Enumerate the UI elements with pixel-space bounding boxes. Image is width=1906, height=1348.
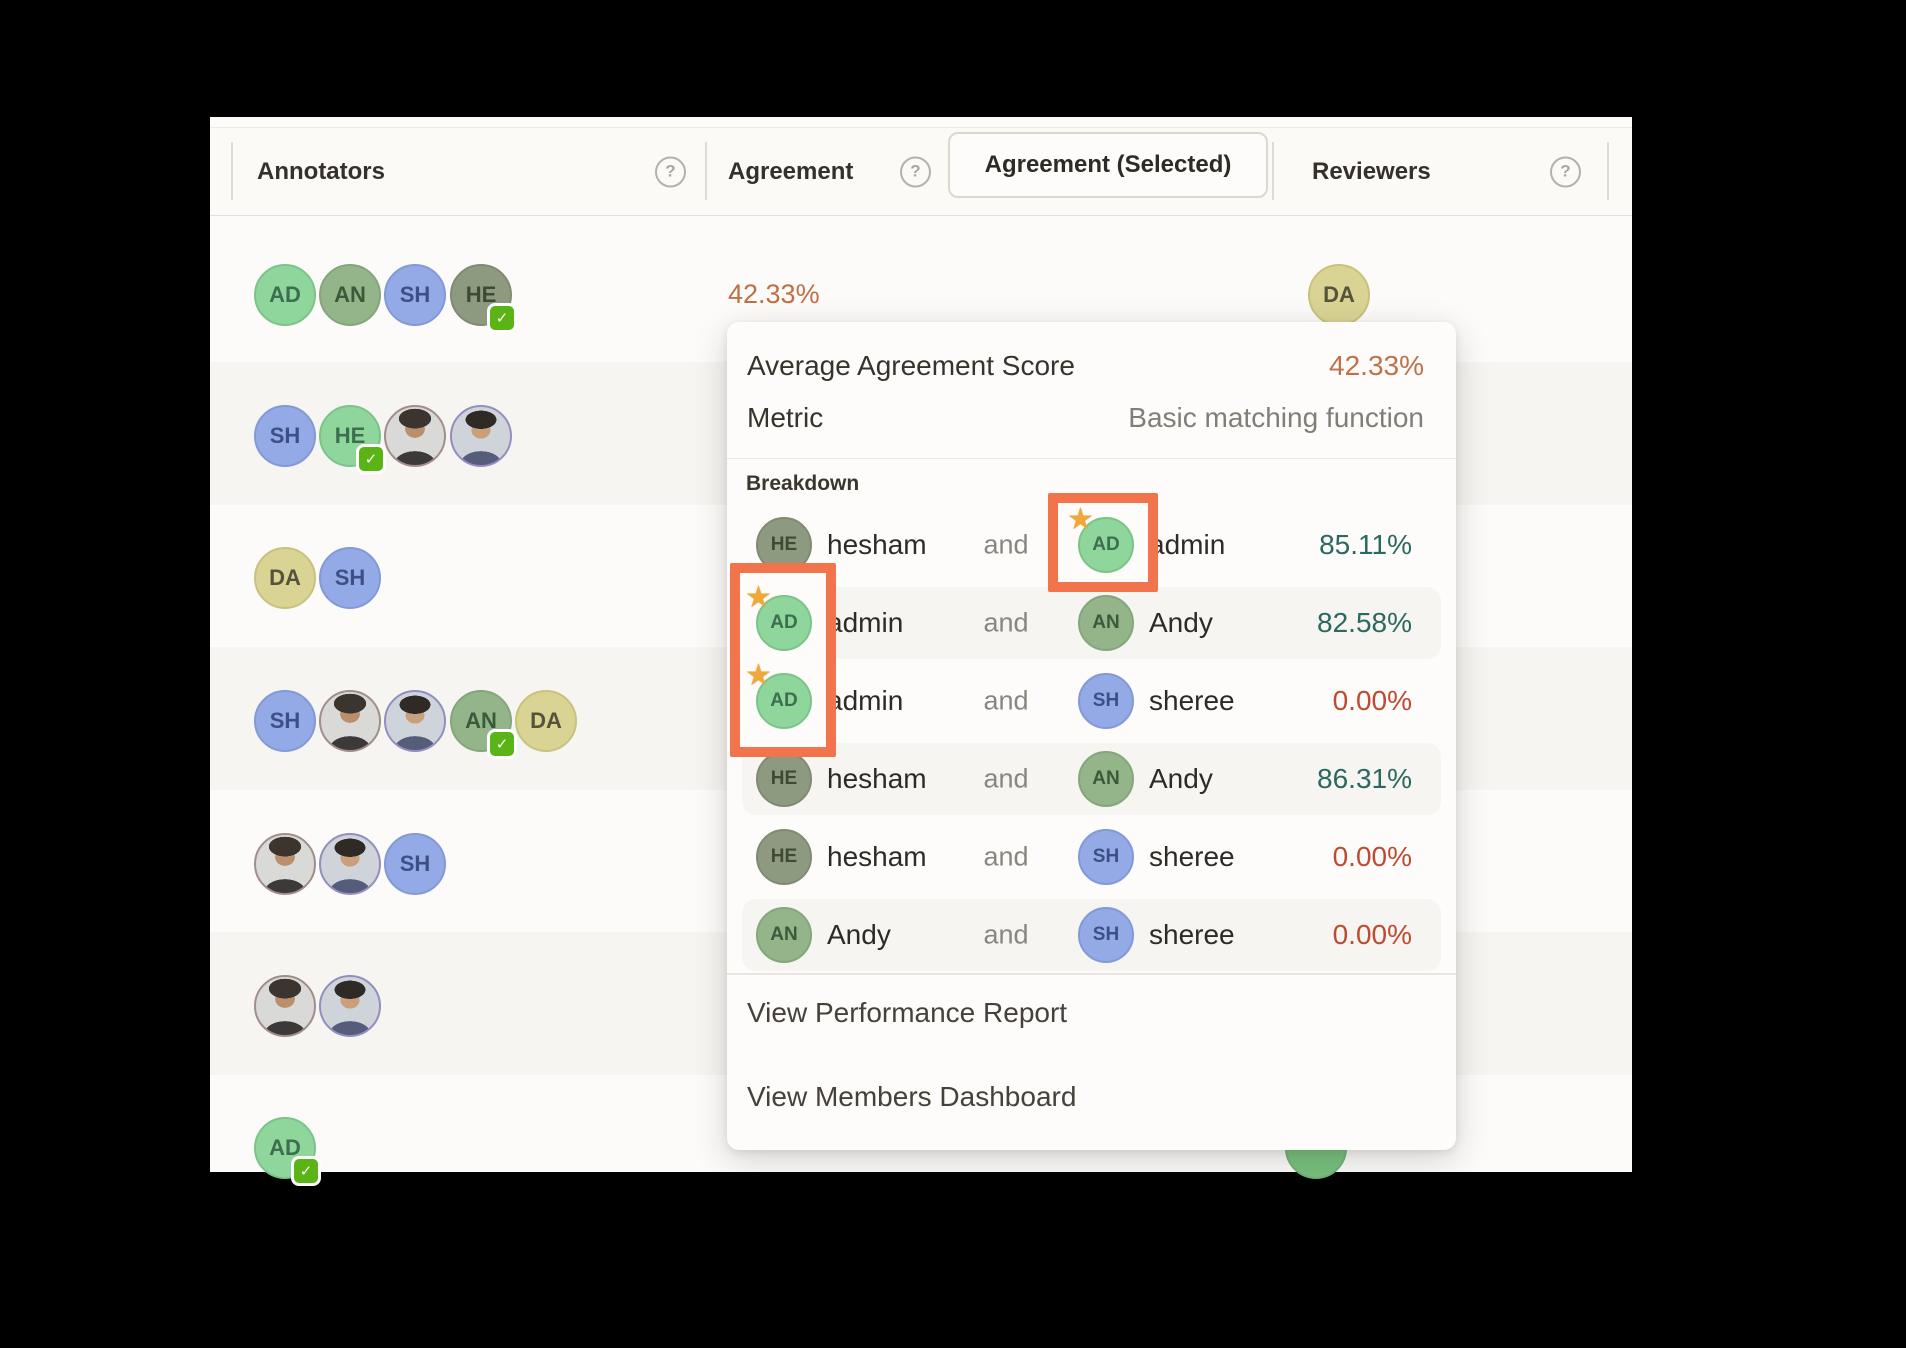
- member-name: Andy: [1149, 763, 1213, 794]
- member-name: admin: [827, 685, 904, 716]
- help-icon[interactable]: ?: [900, 156, 931, 187]
- divider: [727, 458, 1456, 459]
- column-divider: [231, 142, 233, 200]
- member-name: admin: [827, 607, 904, 638]
- verified-check-icon: ✓: [487, 303, 517, 333]
- pair-score: 82.58%: [1317, 607, 1412, 638]
- member-name: hesham: [827, 763, 927, 794]
- breakdown-row: AD ★ admin and SH sheree 0.00%: [727, 659, 1456, 740]
- conjunction: and: [983, 841, 1029, 872]
- metric-value: Basic matching function: [1128, 402, 1424, 433]
- avatar[interactable]: AN ✓: [450, 690, 517, 759]
- average-score-value: 42.33%: [1329, 350, 1424, 381]
- avatar[interactable]: AD: [254, 264, 316, 326]
- member-name: hesham: [827, 529, 927, 560]
- table-row: AD AN SH HE ✓ 42.33% DA: [210, 219, 1632, 362]
- avatar: AN: [1078, 751, 1134, 807]
- avatar: SH: [1078, 673, 1134, 729]
- photo-avatar[interactable]: [254, 975, 316, 1037]
- column-annotators[interactable]: Annotators: [257, 157, 385, 185]
- avatar[interactable]: AN: [319, 264, 381, 326]
- avatar: AN: [1078, 595, 1134, 651]
- member-name: hesham: [827, 841, 927, 872]
- member-name: sheree: [1149, 685, 1235, 716]
- photo-avatar[interactable]: [319, 690, 381, 752]
- breakdown-label: Breakdown: [746, 472, 860, 495]
- avatar[interactable]: SH: [384, 264, 446, 326]
- pair-score: 85.11%: [1319, 529, 1412, 560]
- photo-avatar[interactable]: [384, 690, 446, 752]
- column-divider: [1607, 142, 1609, 200]
- avatar[interactable]: HE ✓: [450, 264, 517, 333]
- conjunction: and: [983, 607, 1029, 638]
- star-icon: ★: [745, 659, 772, 692]
- view-members-dashboard-link[interactable]: View Members Dashboard: [747, 1081, 1077, 1112]
- metric-row: Metric Basic matching function: [747, 402, 1424, 434]
- agreement-breakdown-popover: Average Agreement Score 42.33% Metric Ba…: [727, 322, 1456, 1150]
- reviewer-avatar[interactable]: DA: [1308, 264, 1370, 326]
- agreement-score[interactable]: 42.33%: [728, 279, 820, 309]
- avatar-starred: AD ★: [745, 659, 812, 729]
- member-name: sheree: [1149, 841, 1235, 872]
- avatar[interactable]: AD ✓: [254, 1117, 321, 1186]
- table-header: Annotators ? Agreement ? Reviewers ?: [210, 127, 1632, 216]
- metric-label: Metric: [747, 402, 824, 433]
- divider: [727, 973, 1456, 975]
- help-icon[interactable]: ?: [1550, 156, 1581, 187]
- tab-agreement-selected[interactable]: Agreement (Selected): [948, 132, 1268, 198]
- avatar: SH: [1078, 907, 1134, 963]
- breakdown-row: HE hesham and AN Andy 86.31%: [727, 740, 1456, 818]
- conjunction: and: [983, 763, 1029, 794]
- avatar[interactable]: DA: [515, 690, 577, 752]
- star-icon: ★: [1067, 503, 1094, 536]
- avatar: HE: [756, 829, 812, 885]
- photo-avatar[interactable]: [450, 405, 512, 467]
- member-name: Andy: [827, 919, 891, 950]
- photo-avatar[interactable]: [254, 833, 316, 895]
- star-icon: ★: [745, 581, 772, 614]
- photo-avatar[interactable]: [319, 975, 381, 1037]
- table-row: DA SH: [210, 505, 1632, 647]
- conjunction: and: [983, 685, 1029, 716]
- breakdown-row: HE hesham and SH sheree 0.00%: [727, 818, 1456, 896]
- photo-avatar[interactable]: [319, 833, 381, 895]
- conjunction: and: [983, 919, 1029, 950]
- member-name: sheree: [1149, 919, 1235, 950]
- avatar: SH: [1078, 829, 1134, 885]
- avatar[interactable]: SH: [254, 690, 316, 752]
- table-row: SH: [210, 790, 1632, 932]
- column-agreement[interactable]: Agreement: [728, 157, 854, 185]
- avatar: HE: [756, 751, 812, 807]
- breakdown-row: AD ★ admin and AN Andy 82.58%: [727, 581, 1456, 662]
- column-reviewers[interactable]: Reviewers: [1312, 157, 1431, 185]
- avatar-starred: AD ★: [1067, 503, 1134, 573]
- pair-score: 0.00%: [1332, 685, 1412, 716]
- pair-score: 0.00%: [1332, 919, 1412, 950]
- member-name: admin: [1149, 529, 1226, 560]
- photo-avatar[interactable]: [384, 405, 446, 467]
- verified-check-icon: ✓: [291, 1156, 321, 1186]
- avatar[interactable]: SH: [319, 547, 381, 609]
- avatar: AN: [756, 907, 812, 963]
- view-performance-report-link[interactable]: View Performance Report: [747, 997, 1068, 1028]
- member-name: Andy: [1149, 607, 1213, 638]
- avatar-starred: AD ★: [745, 581, 812, 651]
- breakdown-list: HE hesham and AD ★ admin 85.11% AD ★ admin…: [727, 482, 1456, 973]
- avatar[interactable]: SH: [254, 405, 316, 467]
- avatar[interactable]: DA: [254, 547, 316, 609]
- conjunction: and: [983, 529, 1029, 560]
- avatar[interactable]: SH: [384, 833, 446, 895]
- popover-header: Average Agreement Score 42.33%: [747, 350, 1424, 382]
- pair-score: 0.00%: [1332, 841, 1412, 872]
- verified-check-icon: ✓: [487, 729, 517, 759]
- column-divider: [1272, 142, 1274, 200]
- pair-score: 86.31%: [1317, 763, 1412, 794]
- verified-check-icon: ✓: [356, 444, 386, 474]
- average-score-label: Average Agreement Score: [747, 350, 1075, 381]
- avatar[interactable]: HE ✓: [319, 405, 386, 474]
- column-divider: [705, 142, 707, 200]
- help-icon[interactable]: ?: [655, 156, 686, 187]
- breakdown-row: AN Andy and SH sheree 0.00%: [727, 896, 1456, 973]
